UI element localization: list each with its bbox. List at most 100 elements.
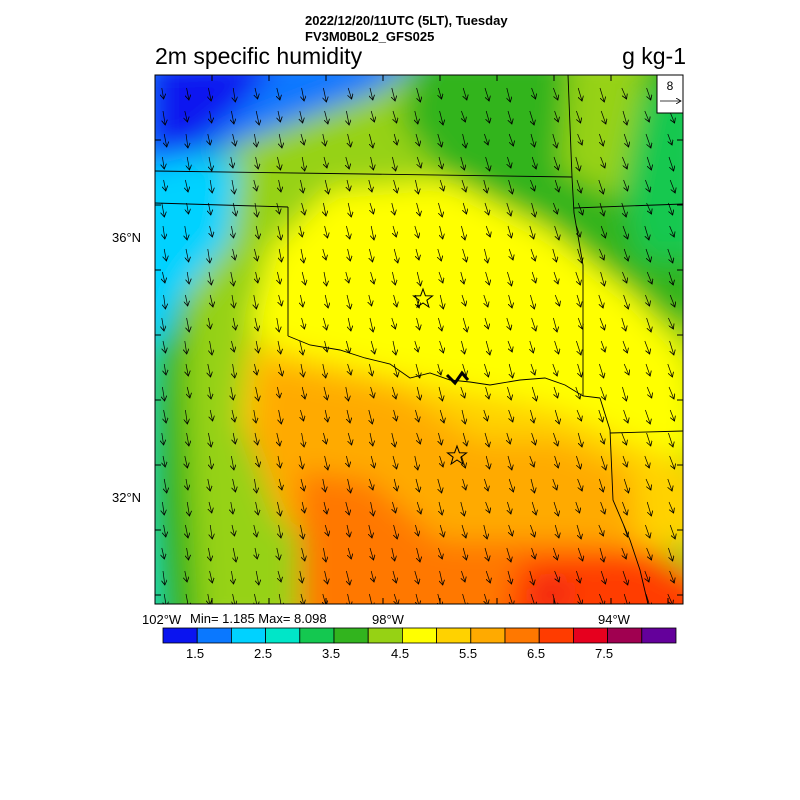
wind-arrow (578, 87, 582, 101)
wind-arrow (370, 432, 373, 446)
wind-arrow (508, 570, 511, 584)
wind-arrow (256, 340, 258, 353)
wind-arrow (323, 87, 326, 102)
wind-arrow (600, 455, 606, 470)
wind-arrow (554, 570, 559, 582)
wind-arrow (209, 501, 212, 513)
wind-arrow (301, 133, 304, 145)
wind-arrow (302, 501, 305, 513)
humidity-field (155, 75, 683, 604)
wind-arrow (508, 478, 513, 492)
wind-arrow (163, 570, 165, 585)
wind-arrow (555, 455, 559, 468)
wind-arrow (346, 455, 349, 467)
wind-arrow (208, 432, 211, 447)
wind-arrow (439, 386, 443, 401)
wind-arrow (231, 501, 233, 514)
wind-arrow (532, 432, 536, 445)
wind-arrow (599, 133, 603, 146)
wind-arrow (233, 317, 236, 330)
wind-arrow (232, 524, 235, 536)
wind-arrow (599, 432, 604, 444)
wind-arrow (461, 271, 464, 284)
wind-arrow (346, 386, 349, 401)
wind-arrow (600, 225, 605, 238)
wind-arrow (485, 317, 488, 329)
wind-arrow (621, 432, 627, 445)
wind-arrow (667, 593, 673, 604)
wind-arrow (233, 248, 236, 260)
wind-arrow (325, 570, 328, 584)
wind-arrow (646, 317, 652, 332)
wind-arrow (440, 524, 444, 537)
wind-arrow (233, 363, 235, 378)
wind-arrow (210, 225, 213, 237)
wind-arrow (346, 225, 349, 239)
wind-arrow (348, 547, 351, 559)
vector-reference-key: 8 (656, 74, 684, 114)
wind-arrow (392, 501, 395, 513)
wind-arrow (348, 202, 351, 217)
wind-arrow (622, 570, 628, 585)
wind-arrow (277, 386, 279, 398)
wind-arrow (371, 386, 374, 398)
wind-arrow (346, 156, 349, 169)
wind-arrow (530, 179, 534, 191)
wind-arrow (346, 271, 349, 283)
wind-arrow (323, 593, 326, 604)
wind-arrow (186, 248, 189, 262)
wind-arrow (163, 455, 165, 467)
wind-arrow (532, 156, 536, 169)
wind-arrow (232, 409, 235, 422)
wind-arrow (300, 409, 303, 421)
wind-arrow (600, 501, 605, 514)
wind-arrow (346, 340, 349, 353)
wind-arrow (601, 340, 605, 352)
wind-arrow (509, 294, 512, 308)
wind-arrow (645, 478, 651, 490)
wind-arrow (644, 225, 649, 240)
wind-arrow (417, 317, 420, 330)
wind-arrow (256, 156, 259, 169)
wind-arrow (668, 501, 674, 513)
wind-arrow (164, 524, 166, 537)
colorbar-box (573, 627, 609, 644)
colorbar-box (470, 627, 506, 644)
wind-arrow (279, 409, 282, 424)
wind-arrow (417, 202, 420, 216)
wind-arrow (668, 386, 674, 399)
wind-arrow (162, 501, 164, 515)
wind-arrow (279, 363, 282, 376)
wind-arrow (532, 202, 536, 217)
wind-arrow (624, 524, 628, 537)
wind-arrow (646, 271, 652, 284)
wind-arrow (162, 156, 164, 169)
wind-arrow (210, 455, 212, 469)
wind-arrow (508, 133, 513, 146)
wind-arrow (599, 248, 604, 260)
vector-key-label: 8 (667, 79, 674, 93)
wind-arrow (669, 294, 675, 307)
field-title: 2m specific humidity (155, 43, 363, 69)
wind-arrow (300, 179, 303, 193)
wind-arrow (278, 455, 280, 468)
wind-arrow (348, 133, 351, 147)
wind-arrow (462, 294, 466, 306)
wind-arrow (622, 340, 627, 353)
wind-arrow (164, 133, 167, 147)
wind-arrow (669, 570, 675, 583)
wind-arrow (484, 179, 487, 193)
wind-arrow (279, 179, 281, 192)
wind-arrow (599, 478, 603, 492)
wind-arrow (394, 363, 397, 377)
wind-arrow (164, 478, 167, 493)
wind-vectors (162, 87, 675, 604)
wind-arrow (371, 340, 375, 354)
wind-arrow (438, 478, 442, 493)
wind-arrow (371, 455, 374, 468)
wind-arrow (553, 248, 557, 262)
wind-arrow (210, 294, 213, 307)
wind-arrow (621, 87, 627, 99)
wind-arrow (599, 593, 604, 604)
wind-arrow (277, 271, 280, 284)
